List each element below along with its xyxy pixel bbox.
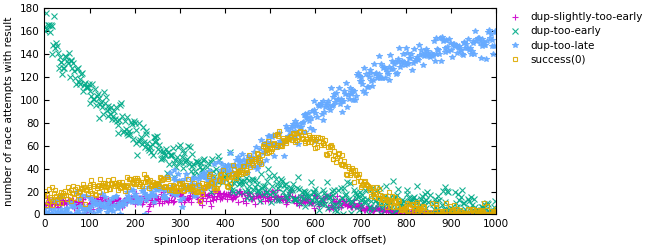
dup-slightly-too-early (492, 213, 500, 216)
dup-slightly-too-early (273, 188, 281, 191)
Legend: dup-slightly-too-early, dup-too-early, dup-too-late, success(0): dup-slightly-too-early, dup-too-early, d… (501, 8, 647, 69)
success(0) (333, 161, 340, 164)
dup-too-early (42, 11, 50, 14)
dup-too-early (416, 213, 424, 216)
dup-too-early (172, 166, 180, 169)
dup-slightly-too-early (40, 207, 48, 210)
success(0) (416, 209, 424, 212)
dup-slightly-too-early (205, 194, 213, 197)
dup-too-early (492, 213, 500, 216)
success(0) (153, 182, 160, 185)
dup-slightly-too-early (333, 200, 340, 203)
success(0) (338, 164, 346, 167)
success(0) (171, 189, 179, 192)
dup-slightly-too-early (419, 213, 427, 216)
dup-too-early (333, 204, 340, 207)
Line: dup-too-early: dup-too-early (42, 10, 499, 217)
dup-slightly-too-early (171, 195, 179, 198)
dup-too-early (206, 183, 214, 186)
dup-slightly-too-early (153, 195, 160, 198)
dup-too-late (206, 186, 214, 189)
dup-too-late (338, 99, 346, 102)
success(0) (492, 207, 500, 210)
dup-too-early (340, 213, 348, 216)
dup-too-early (338, 197, 346, 200)
success(0) (40, 194, 48, 197)
dup-slightly-too-early (338, 197, 346, 200)
Line: success(0): success(0) (42, 128, 498, 216)
Line: dup-slightly-too-early: dup-slightly-too-early (42, 187, 499, 217)
dup-slightly-too-early (415, 210, 423, 213)
dup-too-late (415, 43, 423, 46)
dup-too-early (40, 25, 48, 28)
success(0) (396, 213, 404, 216)
dup-too-late (41, 213, 49, 216)
Line: dup-too-late: dup-too-late (42, 28, 499, 217)
Y-axis label: number of race attempts with result: number of race attempts with result (4, 17, 14, 206)
dup-too-late (40, 206, 48, 209)
success(0) (296, 129, 304, 132)
dup-too-late (333, 92, 340, 95)
dup-too-late (492, 30, 500, 33)
dup-too-late (172, 193, 180, 196)
dup-too-early (153, 134, 161, 137)
dup-too-late (153, 188, 161, 191)
X-axis label: spinloop iterations (on top of clock offset): spinloop iterations (on top of clock off… (154, 235, 387, 245)
dup-too-late (485, 29, 493, 32)
success(0) (205, 175, 213, 178)
